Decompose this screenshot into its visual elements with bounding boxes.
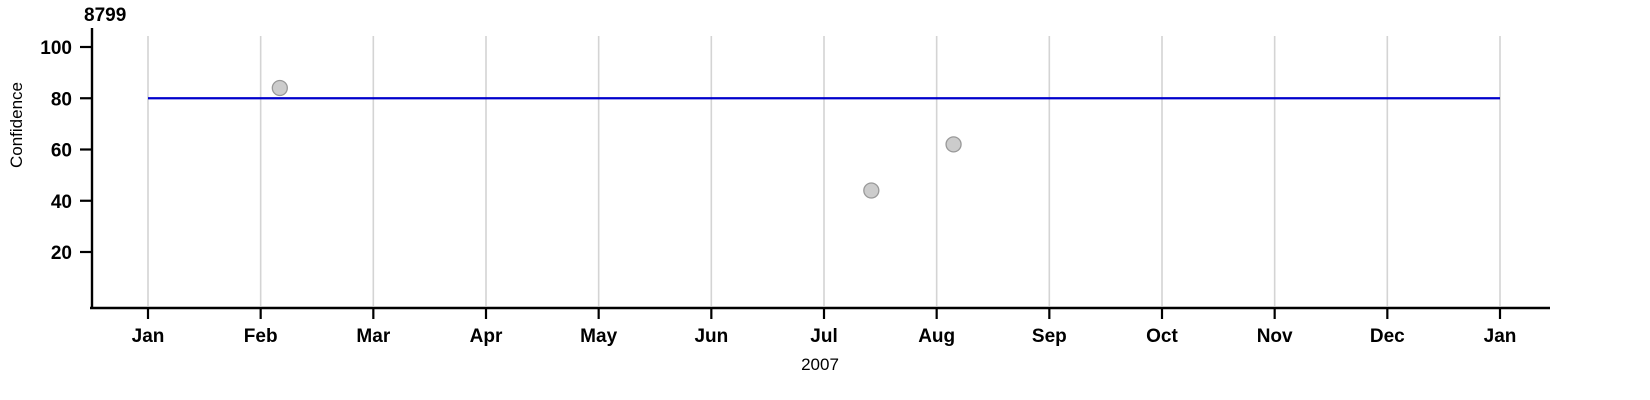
x-tick-label: Dec — [1370, 326, 1405, 347]
x-tick-label: Feb — [244, 326, 278, 347]
chart-title: 8799 — [84, 5, 126, 26]
y-tick-label: 80 — [51, 89, 72, 110]
x-tick-label: Apr — [470, 326, 503, 347]
x-axis-title: 2007 — [801, 355, 839, 374]
y-axis-title: Confidence — [7, 82, 26, 168]
y-tick-label: 40 — [51, 192, 72, 213]
x-tick-label: Aug — [918, 326, 955, 347]
data-point[interactable]: Feb: 84 — [271, 79, 288, 97]
x-tick-label: Nov — [1257, 326, 1293, 347]
data-point[interactable]: Aug: 62 — [945, 136, 962, 153]
x-tick-label: Mar — [356, 326, 390, 347]
y-axis-ticks: 20 40 60 80 100 — [40, 38, 92, 264]
x-tick-label: Oct — [1146, 326, 1178, 347]
x-tick-label: Jul — [810, 326, 837, 347]
x-tick-label: Jan — [132, 326, 165, 347]
y-tick-label: 20 — [51, 243, 72, 264]
x-tick-label: Sep — [1032, 326, 1067, 347]
x-tick-label: Jan — [1484, 326, 1517, 347]
y-tick-label: 60 — [51, 141, 72, 162]
x-tick-label: May — [580, 326, 617, 347]
x-axis-ticks: Jan Feb Mar Apr May Jun Jul Aug Sep Oct Nov Dec Jan — [132, 308, 1517, 347]
gridline-group — [147, 36, 1501, 306]
y-tick-label: 100 — [40, 38, 72, 59]
data-point[interactable]: Jul: 44 — [863, 182, 880, 199]
x-tick-label: Jun — [694, 326, 728, 347]
data-points-group: Feb: 84 Jul: 44 Aug: 62 — [271, 79, 962, 199]
